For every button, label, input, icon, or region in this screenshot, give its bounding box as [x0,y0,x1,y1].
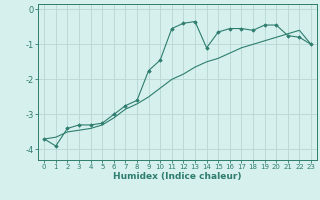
X-axis label: Humidex (Indice chaleur): Humidex (Indice chaleur) [113,172,242,181]
